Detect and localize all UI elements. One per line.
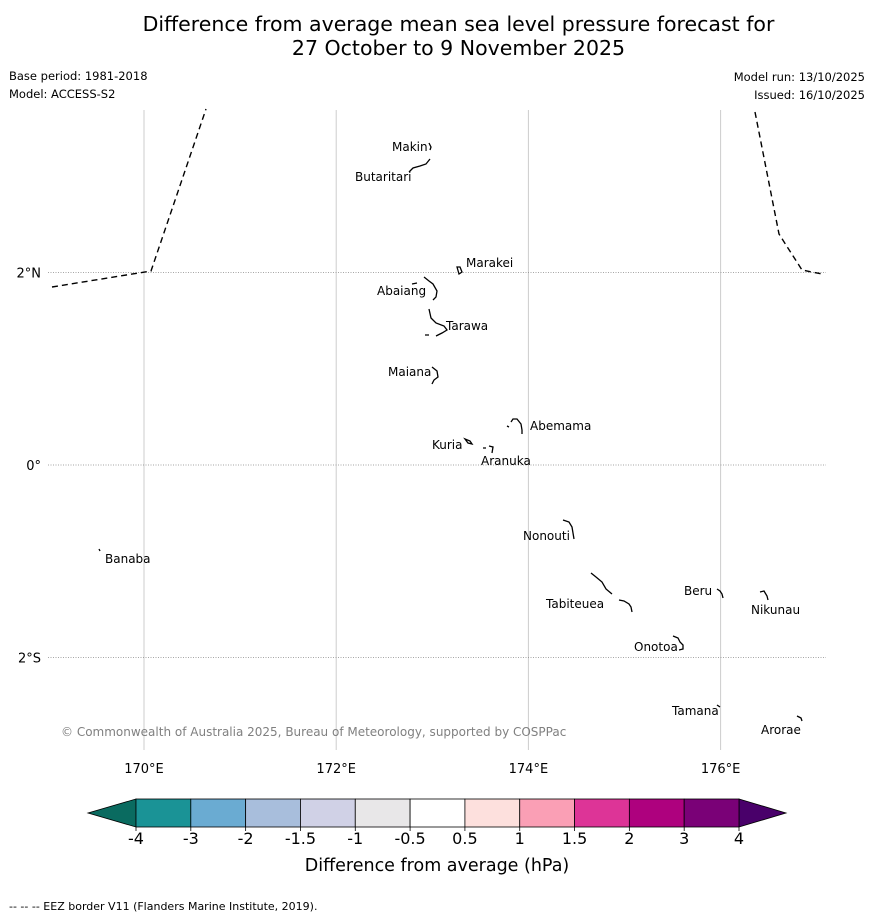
label-tarawa: Tarawa: [445, 319, 488, 333]
colorbar-tick-label: -4: [128, 829, 144, 848]
label-aranuka: Aranuka: [481, 454, 531, 468]
label-butaritari: Butaritari: [355, 170, 412, 184]
colorbar-boxes: [86, 798, 788, 828]
colorbar-tick-label: -2: [238, 829, 254, 848]
eez-borders: [51, 108, 823, 288]
colorbar-swatch: [628, 798, 685, 828]
colorbar-swatch: [409, 798, 466, 828]
colorbar-tick-label: 3: [679, 829, 689, 848]
colorbar-swatch: [190, 798, 247, 828]
island-makin-shape: [428, 142, 432, 151]
label-banaba: Banaba: [105, 552, 151, 566]
label-onotoa: Onotoa: [634, 640, 678, 654]
colorbar-tick-label: 1.5: [562, 829, 587, 848]
copyright-text: © Commonwealth of Australia 2025, Bureau…: [61, 725, 566, 739]
island-outlines: [98, 142, 803, 722]
lat-tick-label: 2°N: [17, 266, 42, 281]
label-beru: Beru: [684, 584, 712, 598]
base-period-text: Base period: 1981-2018: [9, 69, 148, 83]
island-onotoa-shape: [672, 635, 684, 651]
gridlines: 170°E 172°E 174°E 176°E 2°N 0° 2°S: [17, 110, 826, 777]
colorbar-swatch: [519, 798, 575, 828]
colorbar-label: Difference from average (hPa): [305, 856, 570, 876]
colorbar-ticks: -4 -3 -2 -1.5 -1 -0.5 0.5 1 1.5 2 3 4: [128, 827, 744, 848]
island-tamana-shape: [716, 704, 721, 708]
island-butaritari-shape: [408, 158, 431, 173]
label-nonouti: Nonouti: [523, 529, 570, 543]
island-maiana-shape: [431, 366, 439, 385]
lat-tick-label: 0°: [26, 459, 41, 474]
label-tamana: Tamana: [671, 704, 719, 718]
island-marakei-shape: [456, 266, 463, 276]
island-beru-shape: [716, 588, 724, 599]
label-maiana: Maiana: [388, 365, 431, 379]
island-abemama-shape: [506, 418, 523, 434]
colorbar-swatch: [683, 798, 740, 828]
label-makin: Makin: [392, 140, 428, 154]
eez-border-east: [754, 111, 823, 275]
model-run-text: Model run: 13/10/2025: [733, 70, 865, 84]
island-abaiang-shape: [411, 276, 438, 301]
colorbar-over-arrow: [738, 798, 788, 828]
island-labels: Makin Butaritari Marakei Abaiang Tarawa …: [105, 140, 801, 737]
label-kuria: Kuria: [432, 438, 463, 452]
colorbar-tick-label: -1.5: [285, 829, 316, 848]
lon-tick-label: 170°E: [124, 762, 164, 777]
colorbar-swatch: [135, 798, 192, 828]
island-kuria-shape: [463, 437, 474, 446]
title-line-1: Difference from average mean sea level p…: [142, 12, 775, 36]
colorbar-tick-label: 4: [734, 829, 744, 848]
island-banaba-shape: [98, 548, 101, 552]
colorbar: -4 -3 -2 -1.5 -1 -0.5 0.5 1 1.5 2 3 4 Difference fr…: [86, 798, 788, 876]
model-text: Model: ACCESS-S2: [9, 87, 116, 101]
lat-tick-label: 2°S: [18, 652, 41, 667]
label-abaiang: Abaiang: [377, 284, 426, 298]
colorbar-tick-label: 0.5: [452, 829, 477, 848]
label-marakei: Marakei: [466, 256, 513, 270]
colorbar-tick-label: -1: [347, 829, 363, 848]
island-tabiteuea-shape: [590, 572, 633, 613]
lon-tick-label: 172°E: [316, 762, 356, 777]
colorbar-tick-label: -3: [183, 829, 199, 848]
colorbar-tick-label: 2: [624, 829, 634, 848]
colorbar-swatch: [574, 798, 630, 828]
title-line-2: 27 October to 9 November 2025: [291, 36, 626, 60]
map-title: Difference from average mean sea level p…: [0, 12, 873, 60]
colorbar-swatch: [354, 798, 411, 828]
island-arorae-shape: [796, 715, 803, 722]
colorbar-swatch: [300, 798, 356, 828]
island-tarawa-shape: [425, 308, 448, 337]
eez-border-west: [51, 108, 207, 288]
colorbar-swatch: [245, 798, 301, 828]
label-abemama: Abemama: [530, 419, 591, 433]
label-nikunau: Nikunau: [751, 603, 800, 617]
forecast-map: 170°E 172°E 174°E 176°E 2°N 0° 2°S Makin Butar…: [17, 108, 826, 876]
island-aranuka-shape: [483, 445, 494, 454]
label-arorae: Arorae: [761, 723, 801, 737]
colorbar-tick-label: -0.5: [394, 829, 425, 848]
eez-footer-note: -- -- -- EEZ border V11 (Flanders Marine…: [9, 900, 318, 913]
island-nikunau-shape: [759, 590, 769, 601]
issued-text: Issued: 16/10/2025: [754, 88, 865, 102]
colorbar-under-arrow: [86, 798, 137, 828]
label-tabiteuea: Tabiteuea: [545, 597, 604, 611]
lon-tick-label: 174°E: [509, 762, 549, 777]
island-nonouti-shape: [562, 519, 575, 540]
colorbar-swatch: [464, 798, 521, 828]
colorbar-tick-label: 1: [515, 829, 525, 848]
lon-tick-label: 176°E: [701, 762, 741, 777]
